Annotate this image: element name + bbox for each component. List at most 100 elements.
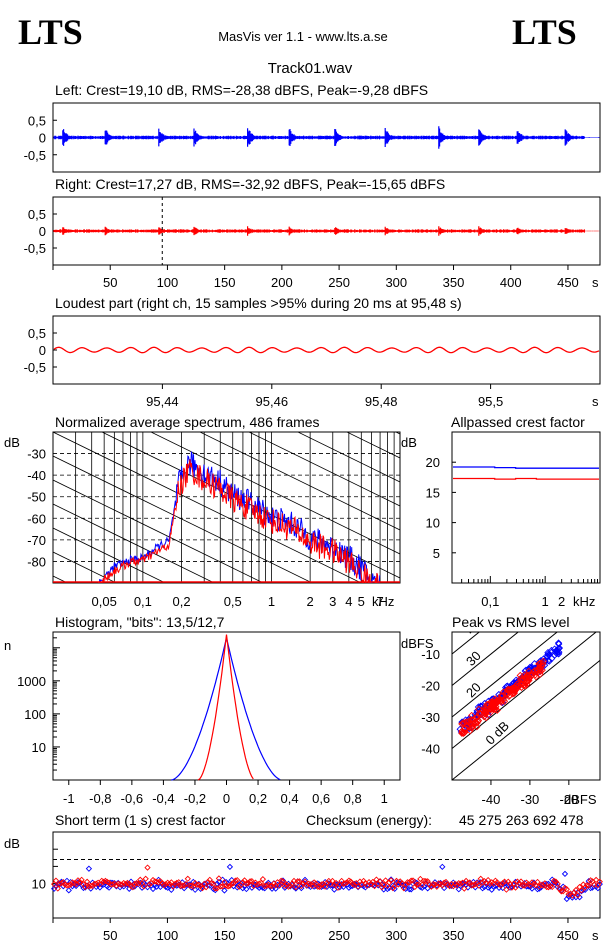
- peak-rms-ytick-label: -40: [421, 742, 440, 757]
- short-crest-point-right: [133, 879, 140, 887]
- short-crest-point-right: [371, 882, 378, 890]
- short-crest-point-right: [181, 882, 188, 889]
- short-crest-point-left: [408, 886, 415, 893]
- loudest-title: Loudest part (right ch, 15 samples >95% …: [55, 295, 462, 311]
- spectrum-xtick-label: 0,5: [224, 594, 242, 609]
- short-crest-point-right: [256, 880, 263, 887]
- short-crest-point-right: [332, 879, 340, 887]
- short-crest-point-right: [124, 879, 131, 887]
- short-crest-point-right: [278, 877, 285, 884]
- short-crest-point-right: [142, 875, 149, 882]
- peak-rms-point-left: [545, 651, 553, 659]
- peak-rms-ytick-label: -10: [421, 647, 440, 662]
- short-crest-point-right: [367, 880, 375, 888]
- short-crest-point-right: [296, 878, 303, 885]
- short-crest-point-right: [422, 878, 429, 885]
- short-crest-xtick-label: 400: [500, 928, 522, 943]
- short-crest-point-right: [373, 876, 380, 883]
- short-crest-point-right: [565, 891, 572, 898]
- short-crest-xtick-label: 50: [103, 928, 117, 943]
- short-crest-point-right: [554, 880, 561, 887]
- short-crest-point-left: [259, 884, 267, 891]
- short-crest-point-left: [80, 884, 87, 892]
- peak-rms-point-right: [482, 709, 490, 718]
- peak-rms-point-right: [498, 692, 506, 700]
- short-crest-point-right: [235, 883, 243, 890]
- short-crest-point-left: [120, 883, 127, 890]
- short-crest-point-left: [395, 879, 402, 886]
- spectrum-series-right: [98, 459, 379, 583]
- peak-rms-point-left: [553, 646, 561, 654]
- short-crest-point-left: [384, 885, 391, 893]
- peak-rms-point-right: [510, 689, 518, 697]
- peak-rms-point-right: [539, 657, 548, 665]
- short-crest-point-right: [151, 878, 158, 885]
- short-crest-point-right: [351, 881, 358, 889]
- short-crest-point-right: [318, 881, 325, 888]
- histogram-xtick-label: 0,6: [312, 791, 330, 806]
- histogram-xtick-label: 1: [381, 791, 388, 806]
- short-crest-point-right: [503, 886, 510, 893]
- short-crest-point-left: [351, 880, 358, 888]
- peak-rms-xtick-label: -40: [482, 792, 501, 807]
- spectrum-xtick-label: 7: [376, 594, 383, 609]
- short-crest-xtick-label: 150: [214, 928, 236, 943]
- peak-rms-point-right: [458, 720, 466, 728]
- short-crest-point-right: [430, 880, 437, 888]
- short-crest-point-right: [58, 879, 65, 887]
- short-crest-point-right: [83, 878, 91, 885]
- short-crest-point-right: [457, 880, 464, 887]
- spectrum-title: Normalized average spectrum, 486 frames: [55, 414, 320, 430]
- spectrum-ytick-label: -50: [27, 490, 46, 505]
- short-crest-point-right: [289, 880, 296, 887]
- short-crest-point-right: [230, 880, 237, 887]
- peak-rms-crest-line: [452, 632, 481, 655]
- short-crest-point-right: [65, 882, 72, 889]
- short-crest-point-right: [409, 877, 417, 884]
- right-wave-xtick-label: 400: [500, 275, 522, 290]
- peak-rms-crest-label: 20: [463, 680, 484, 701]
- short-crest-point-right: [387, 877, 395, 884]
- spectrum-slope-line: [150, 432, 400, 555]
- short-crest-point-right: [193, 881, 201, 888]
- short-crest-point-right: [596, 878, 603, 885]
- peak-rms-point-left: [555, 644, 563, 653]
- histogram-ylabel: n: [4, 638, 11, 653]
- short-crest-point-right: [186, 882, 193, 889]
- checksum-value: 45 275 263 692 478: [459, 812, 584, 828]
- spectrum-series-left: [98, 451, 381, 583]
- short-crest-ylabel: dB: [4, 836, 20, 851]
- short-crest-point-right: [294, 878, 301, 885]
- logo-left: LTS: [18, 12, 83, 52]
- peak-rms-frame: [451, 631, 601, 781]
- short-crest-point-left: [85, 865, 93, 872]
- checksum-label: Checksum (energy):: [306, 812, 432, 828]
- loudest-ytick-label: 0,5: [28, 326, 46, 341]
- short-crest-point-right: [464, 879, 472, 887]
- spectrum-xtick-label: 0,05: [92, 594, 117, 609]
- right-wave-xtick-label: 50: [103, 275, 117, 290]
- peak-rms-crest-line: [452, 632, 558, 718]
- short-crest-point-right: [217, 883, 224, 890]
- short-crest-point-left: [594, 885, 602, 892]
- allpassed-ylabel: dB: [401, 435, 417, 450]
- short-crest-point-right: [292, 884, 299, 891]
- short-crest-point-right: [146, 881, 153, 888]
- short-crest-point-right: [259, 876, 267, 883]
- short-crest-point-right: [578, 887, 585, 894]
- short-crest-point-right: [54, 885, 61, 892]
- short-crest-point-right: [115, 880, 122, 887]
- short-crest-point-right: [342, 880, 349, 887]
- short-crest-point-right: [215, 875, 223, 882]
- short-crest-point-right: [550, 877, 558, 885]
- short-crest-point-right: [212, 885, 219, 892]
- left-wave-ytick-label: 0,5: [28, 113, 46, 128]
- peak-rms-point-right: [502, 689, 510, 697]
- histogram-xtick-label: 0,2: [249, 791, 267, 806]
- left-wave-ytick-label: 0: [39, 131, 46, 146]
- short-crest-point-left: [558, 887, 565, 894]
- spectrum-ytick-label: -30: [27, 447, 46, 462]
- spectrum-xtick-label: 4: [345, 594, 352, 609]
- short-crest-point-right: [283, 881, 290, 888]
